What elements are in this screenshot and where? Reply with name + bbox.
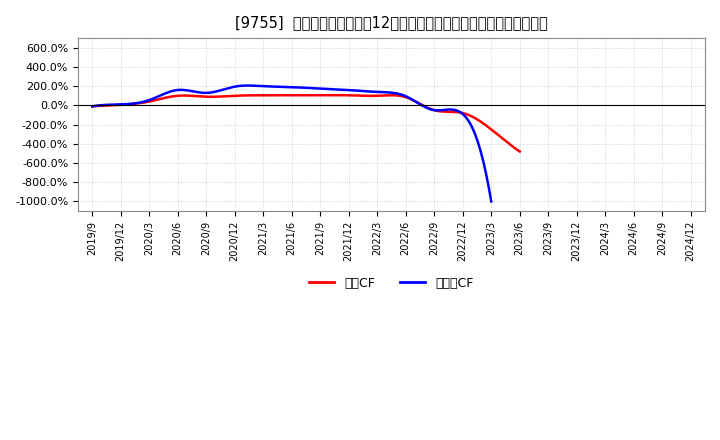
フリーCF	[89, 103, 98, 109]
営業CF	[334, 92, 343, 98]
営業CF	[88, 104, 96, 109]
フリーCF	[327, 86, 336, 92]
営業CF	[450, 109, 459, 114]
営業CF	[516, 149, 524, 154]
Line: 営業CF: 営業CF	[92, 95, 520, 151]
営業CF	[89, 103, 98, 109]
営業CF	[343, 92, 351, 98]
フリーCF	[88, 104, 96, 109]
Line: フリーCF: フリーCF	[92, 85, 491, 202]
営業CF	[344, 93, 353, 98]
フリーCF	[487, 199, 495, 204]
営業CF	[477, 119, 485, 125]
フリーCF	[426, 106, 434, 112]
フリーCF	[244, 83, 253, 88]
営業CF	[351, 93, 359, 98]
フリーCF	[333, 87, 342, 92]
フリーCF	[325, 86, 334, 92]
Title: [9755]  キャッシュフローの12か月移動合計の対前年同期増減率の推移: [9755] キャッシュフローの12か月移動合計の対前年同期増減率の推移	[235, 15, 548, 30]
Legend: 営業CF, フリーCF: 営業CF, フリーCF	[305, 272, 479, 295]
フリーCF	[451, 107, 459, 113]
